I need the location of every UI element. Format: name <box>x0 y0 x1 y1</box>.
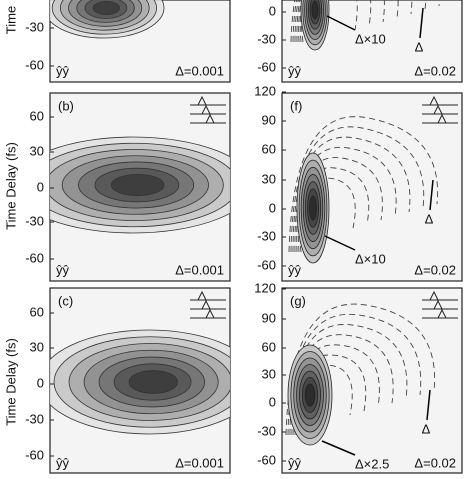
pulse <box>205 113 215 124</box>
dashed-contour <box>301 0 358 43</box>
y-tick-label: 30 <box>30 143 44 158</box>
delta-label: Δ=0.001 <box>175 262 224 277</box>
y-tick-label: -30 <box>25 19 44 34</box>
y-tick-label: -60 <box>257 257 276 272</box>
y-tick-label: 60 <box>30 108 44 123</box>
pulse <box>197 290 207 301</box>
y-tick-label: 60 <box>262 339 276 354</box>
polarization: ŷŷ <box>288 63 302 78</box>
panel-label: (c) <box>58 293 73 308</box>
contours <box>290 0 440 51</box>
y-tick-label: -60 <box>257 59 276 74</box>
y-tick-label: 60 <box>30 304 44 319</box>
contour <box>128 370 178 394</box>
y-tick-label: 90 <box>262 310 276 325</box>
arrow <box>324 235 356 251</box>
pulse <box>437 308 447 319</box>
dashed-contour <box>285 303 436 436</box>
arrow <box>419 7 424 39</box>
panel-label: (g) <box>290 293 306 308</box>
y-tick-label: -30 <box>25 213 44 228</box>
y-tick-label: 30 <box>262 366 276 381</box>
y-tick-label: 0 <box>37 375 44 390</box>
polarization: ŷŷ <box>288 262 302 277</box>
pulse <box>437 113 447 124</box>
panel: 120 90 60 30 0 -30 -60 (f) ŷŷ Δ=0.02 Δ×10 Δ <box>254 83 463 282</box>
pulse <box>201 104 211 115</box>
contours <box>288 116 439 264</box>
arrow <box>429 179 434 211</box>
panel: 60 30 0 -30 -60 (b) ŷŷ Δ=0.001 <box>25 92 231 282</box>
y-axis-label: Time Delay (fs) <box>3 338 18 426</box>
dashed-contour <box>289 324 408 436</box>
dashed-contour <box>290 126 425 253</box>
pulse <box>197 95 207 106</box>
annotation: Δ×10 <box>355 251 386 266</box>
contours <box>50 0 165 39</box>
y-axis-label: Time Delay (fs) <box>3 142 18 230</box>
y-tick-label: -60 <box>25 250 44 265</box>
pulse <box>429 95 439 106</box>
pulse <box>201 299 211 310</box>
contour <box>309 195 317 221</box>
pulse <box>205 308 215 319</box>
y-tick-label: -30 <box>257 31 276 46</box>
delta-label: Δ=0.001 <box>175 455 224 470</box>
contours <box>50 329 230 435</box>
polarization: ŷŷ <box>56 455 70 470</box>
panel: 0 -30 -60 ŷŷ Δ=0.02 Δ×10 Δ <box>257 0 463 83</box>
y-tick-label: 0 <box>269 200 276 215</box>
polarization: ŷŷ <box>56 262 70 277</box>
y-tick-label: -30 <box>25 411 44 426</box>
y-tick-label: -30 <box>257 423 276 438</box>
y-tick-label: 120 <box>254 280 276 295</box>
annotation: Δ <box>422 421 431 436</box>
y-tick-label: 0 <box>269 394 276 409</box>
y-tick-label: -60 <box>25 447 44 462</box>
contour <box>110 174 165 196</box>
contours <box>285 303 436 446</box>
y-tick-label: 60 <box>262 141 276 156</box>
annotation: Δ <box>425 211 434 226</box>
pulse <box>433 104 443 115</box>
y-tick-label: 90 <box>262 112 276 127</box>
delta-label: Δ=0.02 <box>414 262 456 277</box>
y-axis-label: Time <box>3 6 18 34</box>
contour <box>311 0 319 20</box>
y-tick-label: 0 <box>269 3 276 18</box>
polarization: ŷŷ <box>56 63 70 78</box>
arrow <box>326 15 356 31</box>
panel: 120 90 60 30 0 -30 -60 (g) ŷŷ Δ=0.02 Δ×2.5 Δ <box>254 280 463 474</box>
delta-label: Δ=0.001 <box>175 63 224 78</box>
delta-label: Δ=0.02 <box>414 63 456 78</box>
dashed-contour <box>288 116 439 253</box>
y-tick-label: -60 <box>257 452 276 467</box>
arrow <box>426 389 431 421</box>
contours <box>50 136 230 234</box>
panel-label: (b) <box>58 98 74 113</box>
arrow <box>321 440 356 456</box>
y-tick-label: 0 <box>37 179 44 194</box>
panel-label: (f) <box>290 98 302 113</box>
contour <box>92 1 120 15</box>
y-tick-label: 30 <box>30 339 44 354</box>
annotation: Δ <box>415 39 424 54</box>
delta-label: Δ=0.02 <box>414 455 456 470</box>
annotation: Δ×10 <box>355 31 386 46</box>
panel: -30 -60 ŷŷ Δ=0.001 <box>25 0 231 83</box>
annotation: Δ×2.5 <box>355 456 389 471</box>
contour <box>304 383 316 407</box>
pulse <box>429 290 439 301</box>
pulse <box>433 299 443 310</box>
y-tick-label: -30 <box>257 228 276 243</box>
y-tick-label: -60 <box>25 57 44 72</box>
y-tick-label: 30 <box>262 171 276 186</box>
y-tick-label: 120 <box>254 83 276 98</box>
dashed-contour <box>296 157 383 253</box>
polarization: ŷŷ <box>288 455 302 470</box>
panel: 60 30 0 -30 -60 (c) ŷŷ Δ=0.001 <box>25 287 231 474</box>
